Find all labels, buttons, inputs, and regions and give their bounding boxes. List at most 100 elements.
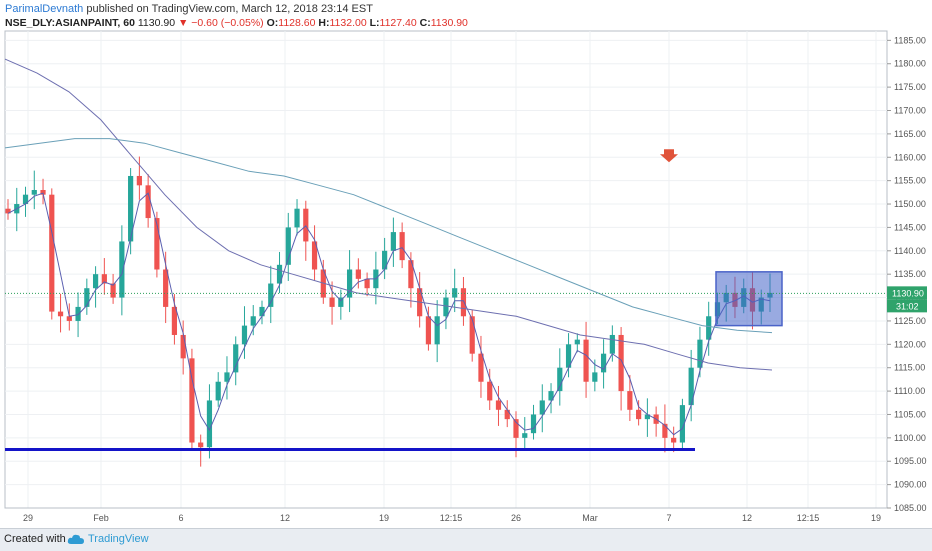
last-price: 1130.90 [137,17,176,29]
y-tick-label: 1105.00 [894,409,926,419]
y-tick-label: 1175.00 [894,82,926,92]
candle-body [452,288,458,298]
candle-body [671,437,677,443]
candle-body [136,175,142,186]
plot-area [4,30,888,509]
x-tick-label: 19 [379,513,389,523]
candle-body [600,353,607,373]
x-tick-label: 12 [742,513,752,523]
candle-body [198,442,204,448]
price-chart[interactable]: 1085.00 1090.00 1095.00 1100.00 1105.00 1110.… [0,0,932,528]
candle-body [522,433,528,438]
candle-body [487,381,493,401]
candle-body [478,353,484,382]
candle-body [469,316,475,354]
candle-body [259,306,265,317]
high-label: H: [318,17,330,29]
candle-body [425,316,432,345]
countdown-badge-text: 31:02 [896,301,919,311]
candle-body [66,316,72,321]
candle-body [303,208,309,242]
candle-body [574,339,580,345]
candle-body [688,367,694,406]
candle-body [609,334,615,354]
ma-fast-line [7,192,771,436]
low-value: 1127.40 [379,17,417,29]
low-label: L: [369,17,380,29]
published-info: published on TradingView.com, March 12, … [86,3,373,15]
candle-body [171,306,178,335]
candle-body [57,311,64,317]
countdown-badge [887,299,927,313]
candle-body [294,208,300,228]
candle-body [557,367,563,392]
candle-body [618,334,624,392]
candle-body [101,274,107,284]
candle-body [285,227,291,265]
candle-body [110,283,116,298]
x-tick-label: 12 [280,513,290,523]
candle-body [697,339,703,368]
y-tick-label: 1150.00 [894,199,926,209]
candle-body [154,218,160,270]
open-value: 1128.60 [278,17,316,29]
candle-body [224,372,230,382]
candle-body [513,419,519,438]
candle-body [84,288,90,307]
candle-body [163,269,169,307]
candle-body [399,232,405,261]
candle-body [215,381,221,401]
candle-body [390,232,396,251]
y-tick-label: 1110.00 [894,386,925,396]
y-tick-label: 1160.00 [894,152,926,162]
ma-slow-line [4,58,773,371]
candle-body [31,190,37,195]
x-tick-label: 12:15 [440,513,463,523]
open-label: O: [266,17,279,29]
tradingview-brand-link[interactable]: TradingView [88,533,149,545]
y-tick-label: 1165.00 [894,129,926,139]
created-with-label: Created with [4,533,66,545]
down-triangle-icon: ▼ [177,17,189,29]
y-tick-label: 1140.00 [894,246,926,256]
author-link[interactable]: ParimalDevnath [5,3,84,15]
y-tick-label: 1090.00 [894,480,927,490]
footer-bar: Created with TradingView [0,528,932,551]
candle-body [233,344,239,373]
candle-body [346,269,353,298]
close-label: C: [419,17,431,29]
candle-body [22,194,29,205]
high-value: 1132.00 [329,17,367,29]
y-tick-label: 1095.00 [894,456,927,466]
candle-body [206,400,213,448]
candle-body [268,283,274,307]
candle-body [49,194,55,312]
candle-body [241,325,248,345]
candle-body [565,344,572,368]
candle-body [434,316,440,345]
x-tick-label: 12:15 [797,513,820,523]
candle-body [460,288,467,317]
candle-body [592,372,598,382]
x-tick-label: Feb [93,513,109,523]
candle-body [644,414,650,420]
x-tick-label: 7 [666,513,671,523]
candle-body [495,400,502,410]
candle-body [189,358,195,443]
candle-body [180,334,186,359]
candle-body [119,241,125,298]
tradingview-cloud-icon [67,534,84,544]
candle-body [338,297,344,307]
down-arrow-icon [660,149,678,163]
price-change: −0.60 (−0.05%) [191,17,264,29]
y-tick-label: 1170.00 [894,106,926,116]
y-tick-label: 1115.00 [894,363,925,373]
x-tick-label: 6 [178,513,183,523]
candle-body [679,405,686,443]
candle-body [443,297,449,317]
candle-body [276,264,283,284]
candle-body [706,316,712,340]
consolidation-box [715,271,783,327]
ohlc-line: NSE_DLY:ASIANPAINT, 60 1130.90 ▼ −0.60 (… [5,17,468,29]
symbol-label: NSE_DLY:ASIANPAINT, 60 [5,17,135,29]
